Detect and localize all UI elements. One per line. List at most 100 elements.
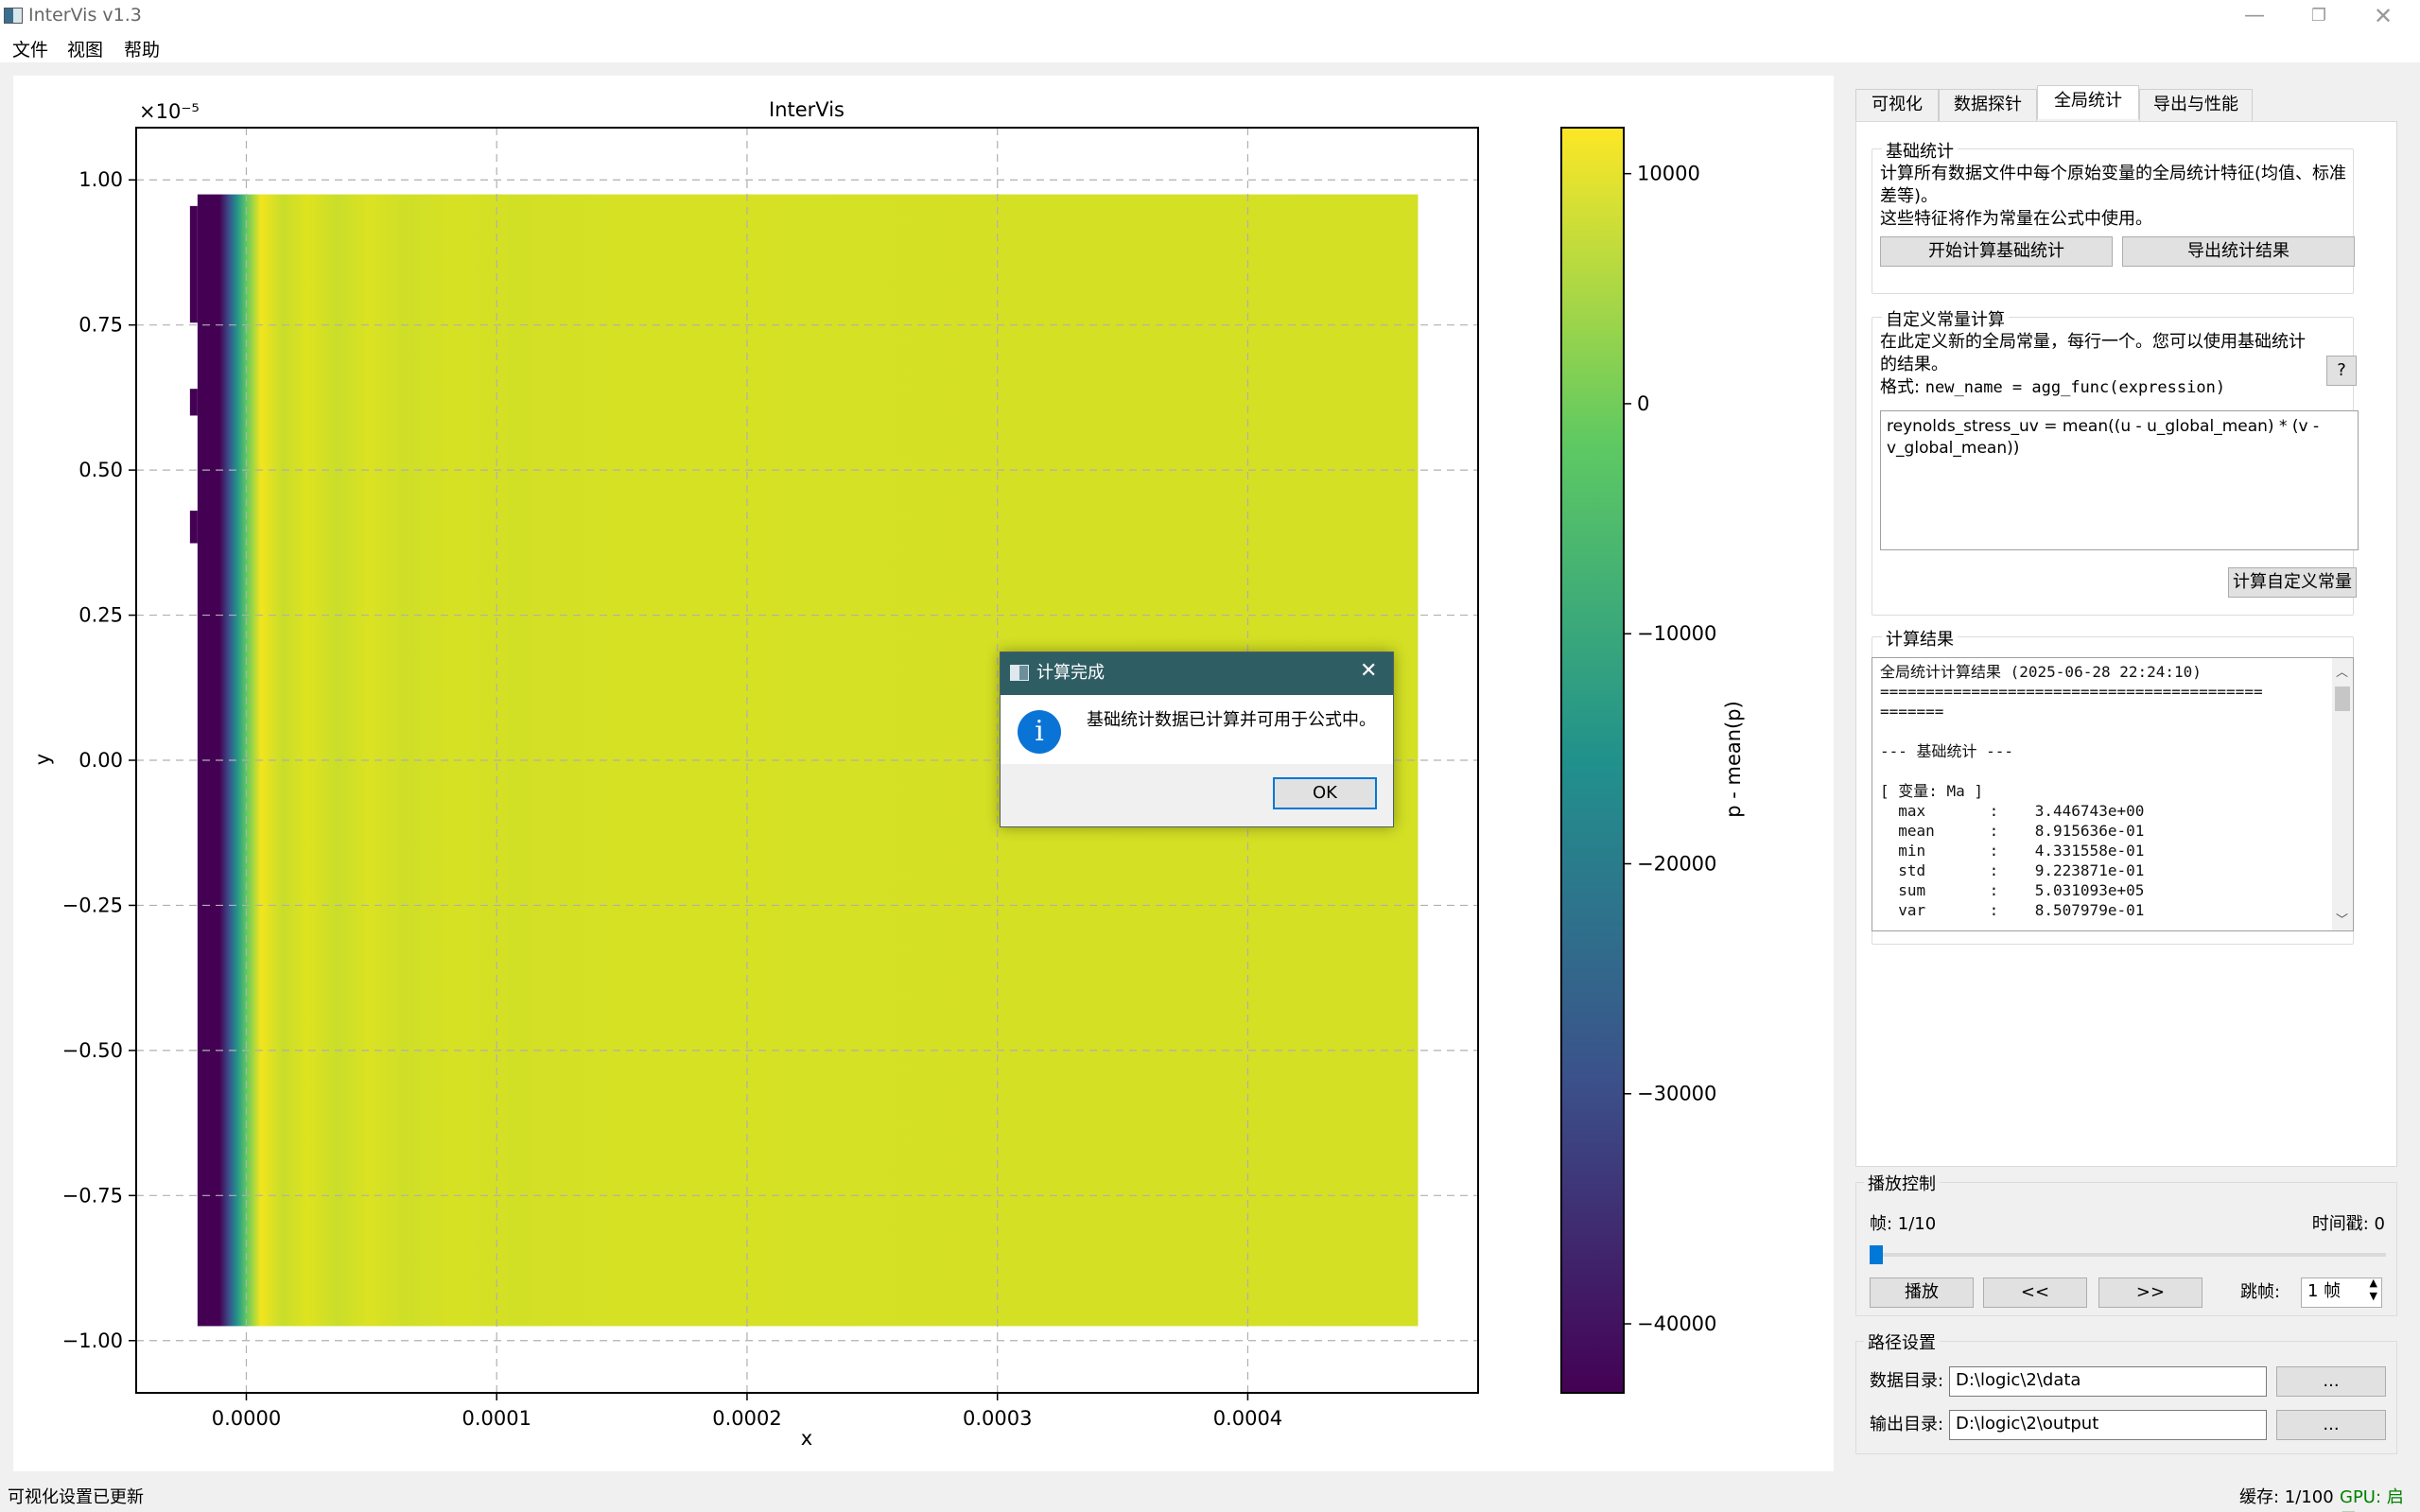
x-tick-label: 0.0002 [712, 1407, 781, 1430]
custom-constants-desc-1: 在此定义新的全局常量，每行一个。您可以使用基础统计 [1880, 332, 2306, 352]
status-message: 可视化设置已更新 [8, 1487, 144, 1507]
colorbar [1560, 127, 1625, 1394]
tab-export-performance[interactable]: 导出与性能 [2139, 89, 2253, 121]
heatmap-edge-cell [189, 389, 198, 416]
x-axis-label: x [801, 1427, 812, 1450]
compute-custom-constants-button[interactable]: 计算自定义常量 [2228, 567, 2357, 598]
skip-frames-spinbox[interactable]: 1 帧 ▲ ▼ [2301, 1277, 2382, 1308]
dialog-close-icon[interactable]: ✕ [1360, 659, 1378, 683]
results-scrollbar[interactable]: ︿ ﹀ [2332, 658, 2353, 930]
skip-label: 跳帧: [2240, 1282, 2281, 1302]
basic-stats-desc-1: 计算所有数据文件中每个原始变量的全局统计特征(均值、标准 [1880, 164, 2347, 183]
export-stats-button[interactable]: 导出统计结果 [2122, 236, 2355, 267]
dialog-footer: OK [1001, 764, 1393, 826]
constants-editor[interactable]: reynolds_stress_uv = mean((u - u_global_… [1880, 410, 2359, 550]
result-line: std : 9.223871e-01 [1880, 861, 2145, 879]
result-line: 全局统计计算结果 (2025-06-28 22:24:10) [1880, 663, 2202, 681]
y-tick-label: −1.00 [62, 1330, 123, 1352]
result-line: sum : 5.031093e+05 [1880, 881, 2145, 899]
custom-constants-group: 自定义常量计算 在此定义新的全局常量，每行一个。您可以使用基础统计 的结果。 格… [1872, 306, 2359, 616]
next-frame-button[interactable]: >> [2098, 1277, 2202, 1308]
results-text: 全局统计计算结果 (2025-06-28 22:24:10) ==========… [1880, 662, 2263, 920]
cache-status: 缓存: 1/100 [2239, 1487, 2334, 1507]
dialog-ok-button[interactable]: OK [1273, 777, 1377, 809]
y-axis-label: y [31, 754, 54, 765]
start-basic-stats-button[interactable]: 开始计算基础统计 [1880, 236, 2113, 267]
close-window-button[interactable]: ✕ [2373, 3, 2394, 29]
basic-stats-group: 基础统计 计算所有数据文件中每个原始变量的全局统计特征(均值、标准 差等)。 这… [1872, 138, 2355, 294]
tab-visualize[interactable]: 可视化 [1855, 89, 1939, 121]
custom-constants-title: 自定义常量计算 [1882, 306, 2009, 331]
colorbar-tick-label: −40000 [1637, 1312, 1716, 1335]
custom-constants-desc-2: 的结果。 [1880, 355, 1948, 374]
basic-stats-desc-2: 差等)。 [1880, 186, 1939, 206]
custom-constants-format: 格式: new_name = agg_func(expression) [1880, 376, 2225, 399]
y-tick-label: 0.75 [78, 314, 123, 337]
x-tick-label: 0.0000 [212, 1407, 281, 1430]
colorbar-tick-label: −10000 [1637, 622, 1716, 645]
results-textarea[interactable]: 全局统计计算结果 (2025-06-28 22:24:10) ==========… [1872, 657, 2354, 931]
minimize-button[interactable]: — [2244, 4, 2265, 27]
window-title: InterVis v1.3 [28, 5, 142, 26]
output-dir-input[interactable]: D:\logic\2\output [1949, 1410, 2267, 1440]
path-settings-group: 路径设置 数据目录: D:\logic\2\data ... 输出目录: D:\… [1855, 1330, 2397, 1454]
dialog-app-icon [1010, 665, 1029, 681]
tab-data-probe[interactable]: 数据探针 [1939, 89, 2037, 121]
spin-arrows-icon[interactable]: ▲ ▼ [2369, 1277, 2377, 1302]
y-tick-label: −0.25 [62, 894, 123, 916]
format-label: 格式: [1880, 377, 1925, 397]
global-stats-pane: 基础统计 计算所有数据文件中每个原始变量的全局统计特征(均值、标准 差等)。 这… [1855, 121, 2397, 1167]
editor-line-1: reynolds_stress_uv = mean((u - u_global_… [1887, 417, 2320, 436]
y-tick-label: 0.25 [78, 604, 123, 627]
x-tick-label: 0.0001 [461, 1407, 531, 1430]
path-settings-title: 路径设置 [1864, 1330, 1940, 1354]
dialog-titlebar: 计算完成 ✕ [1001, 652, 1393, 695]
menu-help[interactable]: 帮助 [124, 40, 161, 61]
menu-view[interactable]: 视图 [67, 40, 104, 61]
y-tick-label: −0.75 [62, 1184, 123, 1207]
compute-complete-dialog: 计算完成 ✕ i 基础统计数据已计算并可用于公式中。 OK [1000, 652, 1394, 827]
play-button[interactable]: 播放 [1870, 1277, 1974, 1308]
menu-bar: 文件 视图 帮助 [0, 32, 2420, 62]
result-line: min : 4.331558e-01 [1880, 842, 2145, 860]
scroll-down-icon[interactable]: ﹀ [2336, 913, 2349, 928]
frame-slider[interactable] [1870, 1245, 2386, 1264]
dialog-message: 基础统计数据已计算并可用于公式中。 [1087, 710, 1376, 730]
result-line: ========================================… [1880, 683, 2263, 701]
results-title: 计算结果 [1882, 626, 1958, 651]
prev-frame-button[interactable]: << [1983, 1277, 2087, 1308]
result-line [1880, 721, 2263, 741]
menu-file[interactable]: 文件 [12, 40, 49, 61]
tab-global-stats[interactable]: 全局统计 [2037, 85, 2139, 119]
data-dir-input[interactable]: D:\logic\2\data [1949, 1366, 2267, 1397]
scroll-thumb[interactable] [2335, 686, 2350, 711]
data-dir-label: 数据目录: [1870, 1371, 1944, 1391]
result-line: ======= [1880, 703, 1944, 721]
colorbar-label: p - mean(p) [1722, 701, 1745, 818]
colorbar-tick-label: 0 [1637, 392, 1649, 415]
maximize-button[interactable]: ❐ [2310, 6, 2327, 26]
status-bar: 可视化设置已更新 缓存: 1/100 GPU: 启用 [0, 1484, 2420, 1512]
frame-slider-handle[interactable] [1870, 1245, 1883, 1264]
frame-label: 帧: 1/10 [1870, 1214, 1937, 1234]
result-line: [ 变量: Ma ] [1880, 782, 1984, 800]
colorbar-tick-label: −30000 [1637, 1083, 1716, 1105]
result-line: mean : 8.915636e-01 [1880, 822, 2145, 840]
colorbar-tick-label: −20000 [1637, 852, 1716, 875]
info-icon: i [1018, 710, 1061, 754]
timestamp-label: 时间戳: 0 [2311, 1214, 2385, 1234]
result-line: --- 基础统计 --- [1880, 742, 2014, 760]
heatmap-figure: 0.0000 0.0001 0.0002 0.0003 0.0004 1.00 0.75 0.… [31, 98, 1745, 1450]
y-tick-label: −0.50 [62, 1039, 123, 1062]
help-button[interactable]: ? [2326, 356, 2357, 386]
scroll-up-icon[interactable]: ︿ [2336, 666, 2349, 680]
plot-title: InterVis [769, 98, 844, 121]
window-titlebar: InterVis v1.3 — ❐ ✕ [0, 0, 2420, 32]
plot-canvas[interactable]: 0.0000 0.0001 0.0002 0.0003 0.0004 1.00 0.75 0.… [13, 76, 1834, 1471]
browse-data-dir-button[interactable]: ... [2276, 1366, 2386, 1397]
dialog-title: 计算完成 [1036, 663, 1105, 683]
gpu-status: GPU: 启用 [2340, 1487, 2404, 1512]
heatmap-edge-cell [189, 205, 198, 323]
heatmap-edge-cell [189, 511, 198, 544]
browse-output-dir-button[interactable]: ... [2276, 1410, 2386, 1440]
